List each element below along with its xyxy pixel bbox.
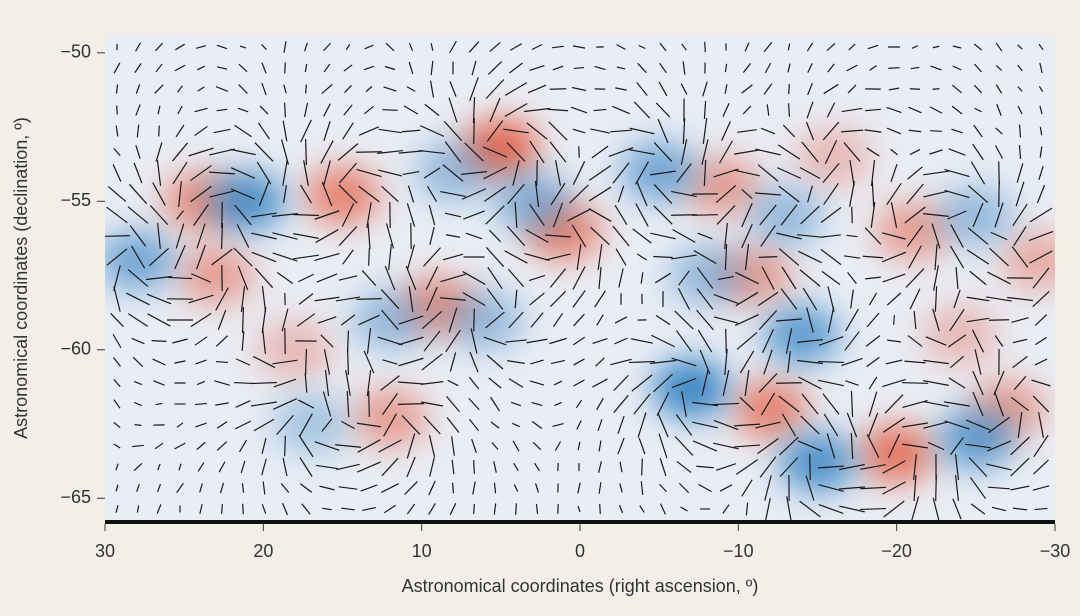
y-tick-label: −60 bbox=[60, 339, 91, 359]
heat-blob bbox=[922, 305, 998, 365]
polarization-vector bbox=[356, 152, 382, 153]
polarization-vector bbox=[474, 118, 475, 144]
polarization-vector bbox=[818, 362, 844, 363]
polarization-vector bbox=[989, 320, 1009, 321]
polarization-vector bbox=[474, 460, 475, 474]
heat-blob bbox=[653, 358, 729, 418]
polarization-vector bbox=[369, 391, 370, 417]
heat-blob bbox=[669, 246, 745, 306]
polarization-vector bbox=[705, 42, 706, 52]
polarization-vector bbox=[474, 504, 475, 514]
y-axis-label: Astronomical coordinates (declination, º… bbox=[11, 117, 31, 439]
polarization-vector bbox=[910, 89, 920, 90]
polarization-vector bbox=[692, 215, 718, 216]
x-tick-label: 10 bbox=[412, 541, 432, 561]
polarization-vector bbox=[285, 103, 286, 118]
y-tick-label: −55 bbox=[60, 190, 91, 210]
heat-blob bbox=[764, 305, 840, 365]
polarization-vector bbox=[306, 85, 307, 94]
heat-blob bbox=[210, 171, 286, 231]
x-tick-label: −10 bbox=[723, 541, 754, 561]
heat-blob bbox=[780, 433, 856, 493]
polarization-vector bbox=[759, 257, 778, 258]
x-axis-label: Astronomical coordinates (right ascensio… bbox=[402, 576, 759, 596]
polarization-vector bbox=[516, 503, 517, 514]
x-tick-label: −20 bbox=[881, 541, 912, 561]
heat-blob bbox=[732, 379, 808, 439]
polarization-vector bbox=[474, 309, 475, 332]
polarization-vector bbox=[789, 84, 790, 94]
polarization-vector bbox=[888, 68, 899, 69]
polarization-vector bbox=[902, 383, 928, 384]
polarization-vector bbox=[453, 483, 454, 494]
polarization-vector bbox=[600, 504, 601, 514]
polarization-vector bbox=[930, 131, 942, 132]
heat-blob bbox=[795, 127, 871, 187]
heat-blob bbox=[257, 320, 333, 380]
polarization-vector bbox=[810, 454, 811, 480]
polarization-vector bbox=[117, 106, 118, 115]
polarization-vector bbox=[104, 236, 130, 237]
polarization-vector bbox=[306, 139, 307, 165]
x-tick-label: −30 bbox=[1040, 541, 1071, 561]
polarization-vector bbox=[382, 110, 397, 111]
polarization-vector bbox=[152, 341, 167, 342]
heat-blob bbox=[415, 142, 491, 202]
heat-blob bbox=[748, 186, 824, 246]
polarization-vector bbox=[894, 315, 895, 325]
polarization-vector bbox=[550, 89, 567, 90]
heat-blob bbox=[99, 231, 175, 291]
polarization-vector bbox=[852, 207, 853, 223]
polarization-vector bbox=[285, 436, 286, 457]
polarization-vector bbox=[579, 146, 580, 157]
polarization-vector bbox=[369, 248, 370, 266]
heat-blob bbox=[352, 388, 428, 448]
polarization-vector bbox=[356, 299, 381, 300]
polarization-vector bbox=[234, 383, 252, 384]
polarization-vector bbox=[936, 475, 937, 501]
x-tick-label: 0 bbox=[575, 541, 585, 561]
polarization-vector bbox=[243, 504, 244, 515]
x-tick-label: 30 bbox=[95, 541, 115, 561]
polarization-vector bbox=[726, 329, 727, 353]
polarization-vector bbox=[642, 458, 643, 475]
heat-blob bbox=[1001, 231, 1077, 291]
x-tick-label: 20 bbox=[253, 541, 273, 561]
polarization-vector bbox=[222, 504, 223, 514]
heat-blob bbox=[938, 409, 1014, 469]
polarization-vector bbox=[348, 331, 349, 352]
polarization-vector bbox=[398, 404, 424, 405]
polarization-vector bbox=[135, 425, 142, 426]
polarization-vector bbox=[776, 383, 802, 384]
y-tick-label: −50 bbox=[60, 42, 91, 62]
y-tick-label: −65 bbox=[60, 487, 91, 507]
